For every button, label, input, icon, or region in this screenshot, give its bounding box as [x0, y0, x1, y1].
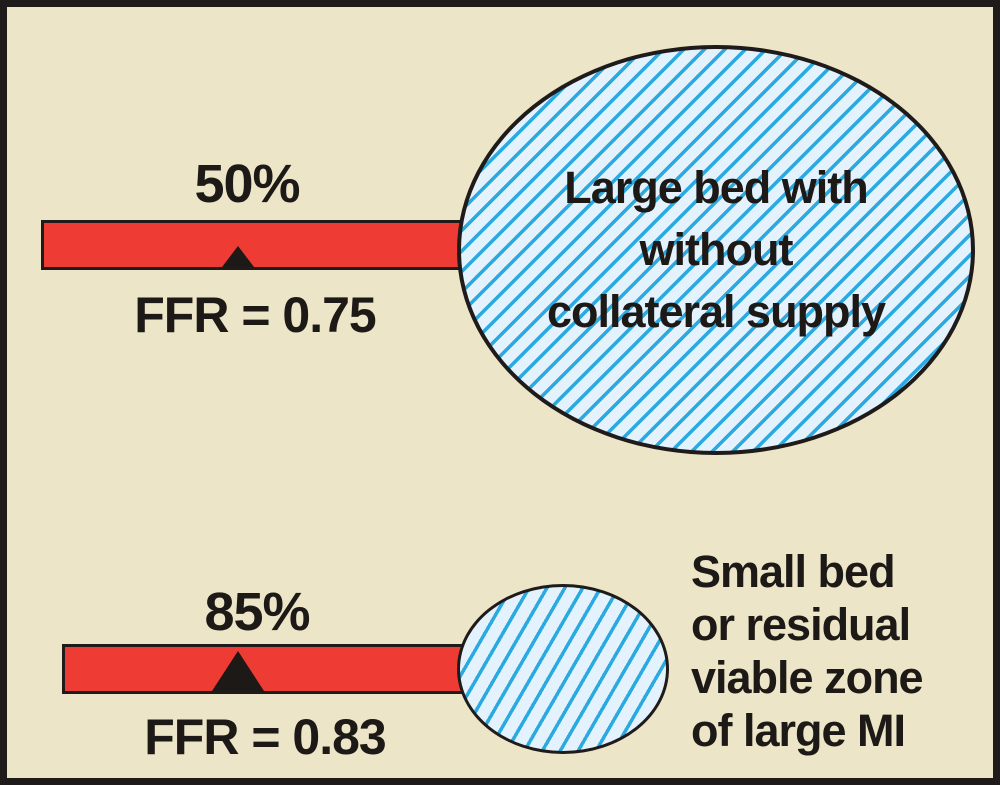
bed-label-line: collateral supply: [546, 286, 886, 337]
bed-label-line: of large MI: [691, 705, 906, 756]
plaque-triangle-icon-top: [222, 246, 254, 267]
perfusion-bed-ellipse-small: [457, 584, 669, 754]
bed-label-line: Small bed: [691, 546, 896, 597]
bed-label-line: viable zone: [691, 652, 924, 703]
vessel-bar-top: [41, 220, 477, 270]
vessel-bar-bottom: [62, 644, 492, 694]
ffr-value-label-top: FFR = 0.75: [134, 287, 377, 343]
stenosis-percent-label-bottom: 85%: [204, 582, 310, 642]
bed-label-line: without: [639, 224, 794, 275]
bed-label-line: or residual: [691, 599, 911, 650]
perfusion-bed-ellipse-large: Large bed with without collateral supply: [457, 45, 975, 455]
ffr-value-label-bottom: FFR = 0.83: [144, 709, 387, 765]
plaque-triangle-icon-bottom: [212, 651, 264, 691]
bed-label-small-block: Small bed or residual viable zone of lar…: [691, 545, 924, 757]
bed-label-line: Large bed with: [564, 162, 869, 213]
stenosis-percent-label-top: 50%: [194, 154, 300, 214]
